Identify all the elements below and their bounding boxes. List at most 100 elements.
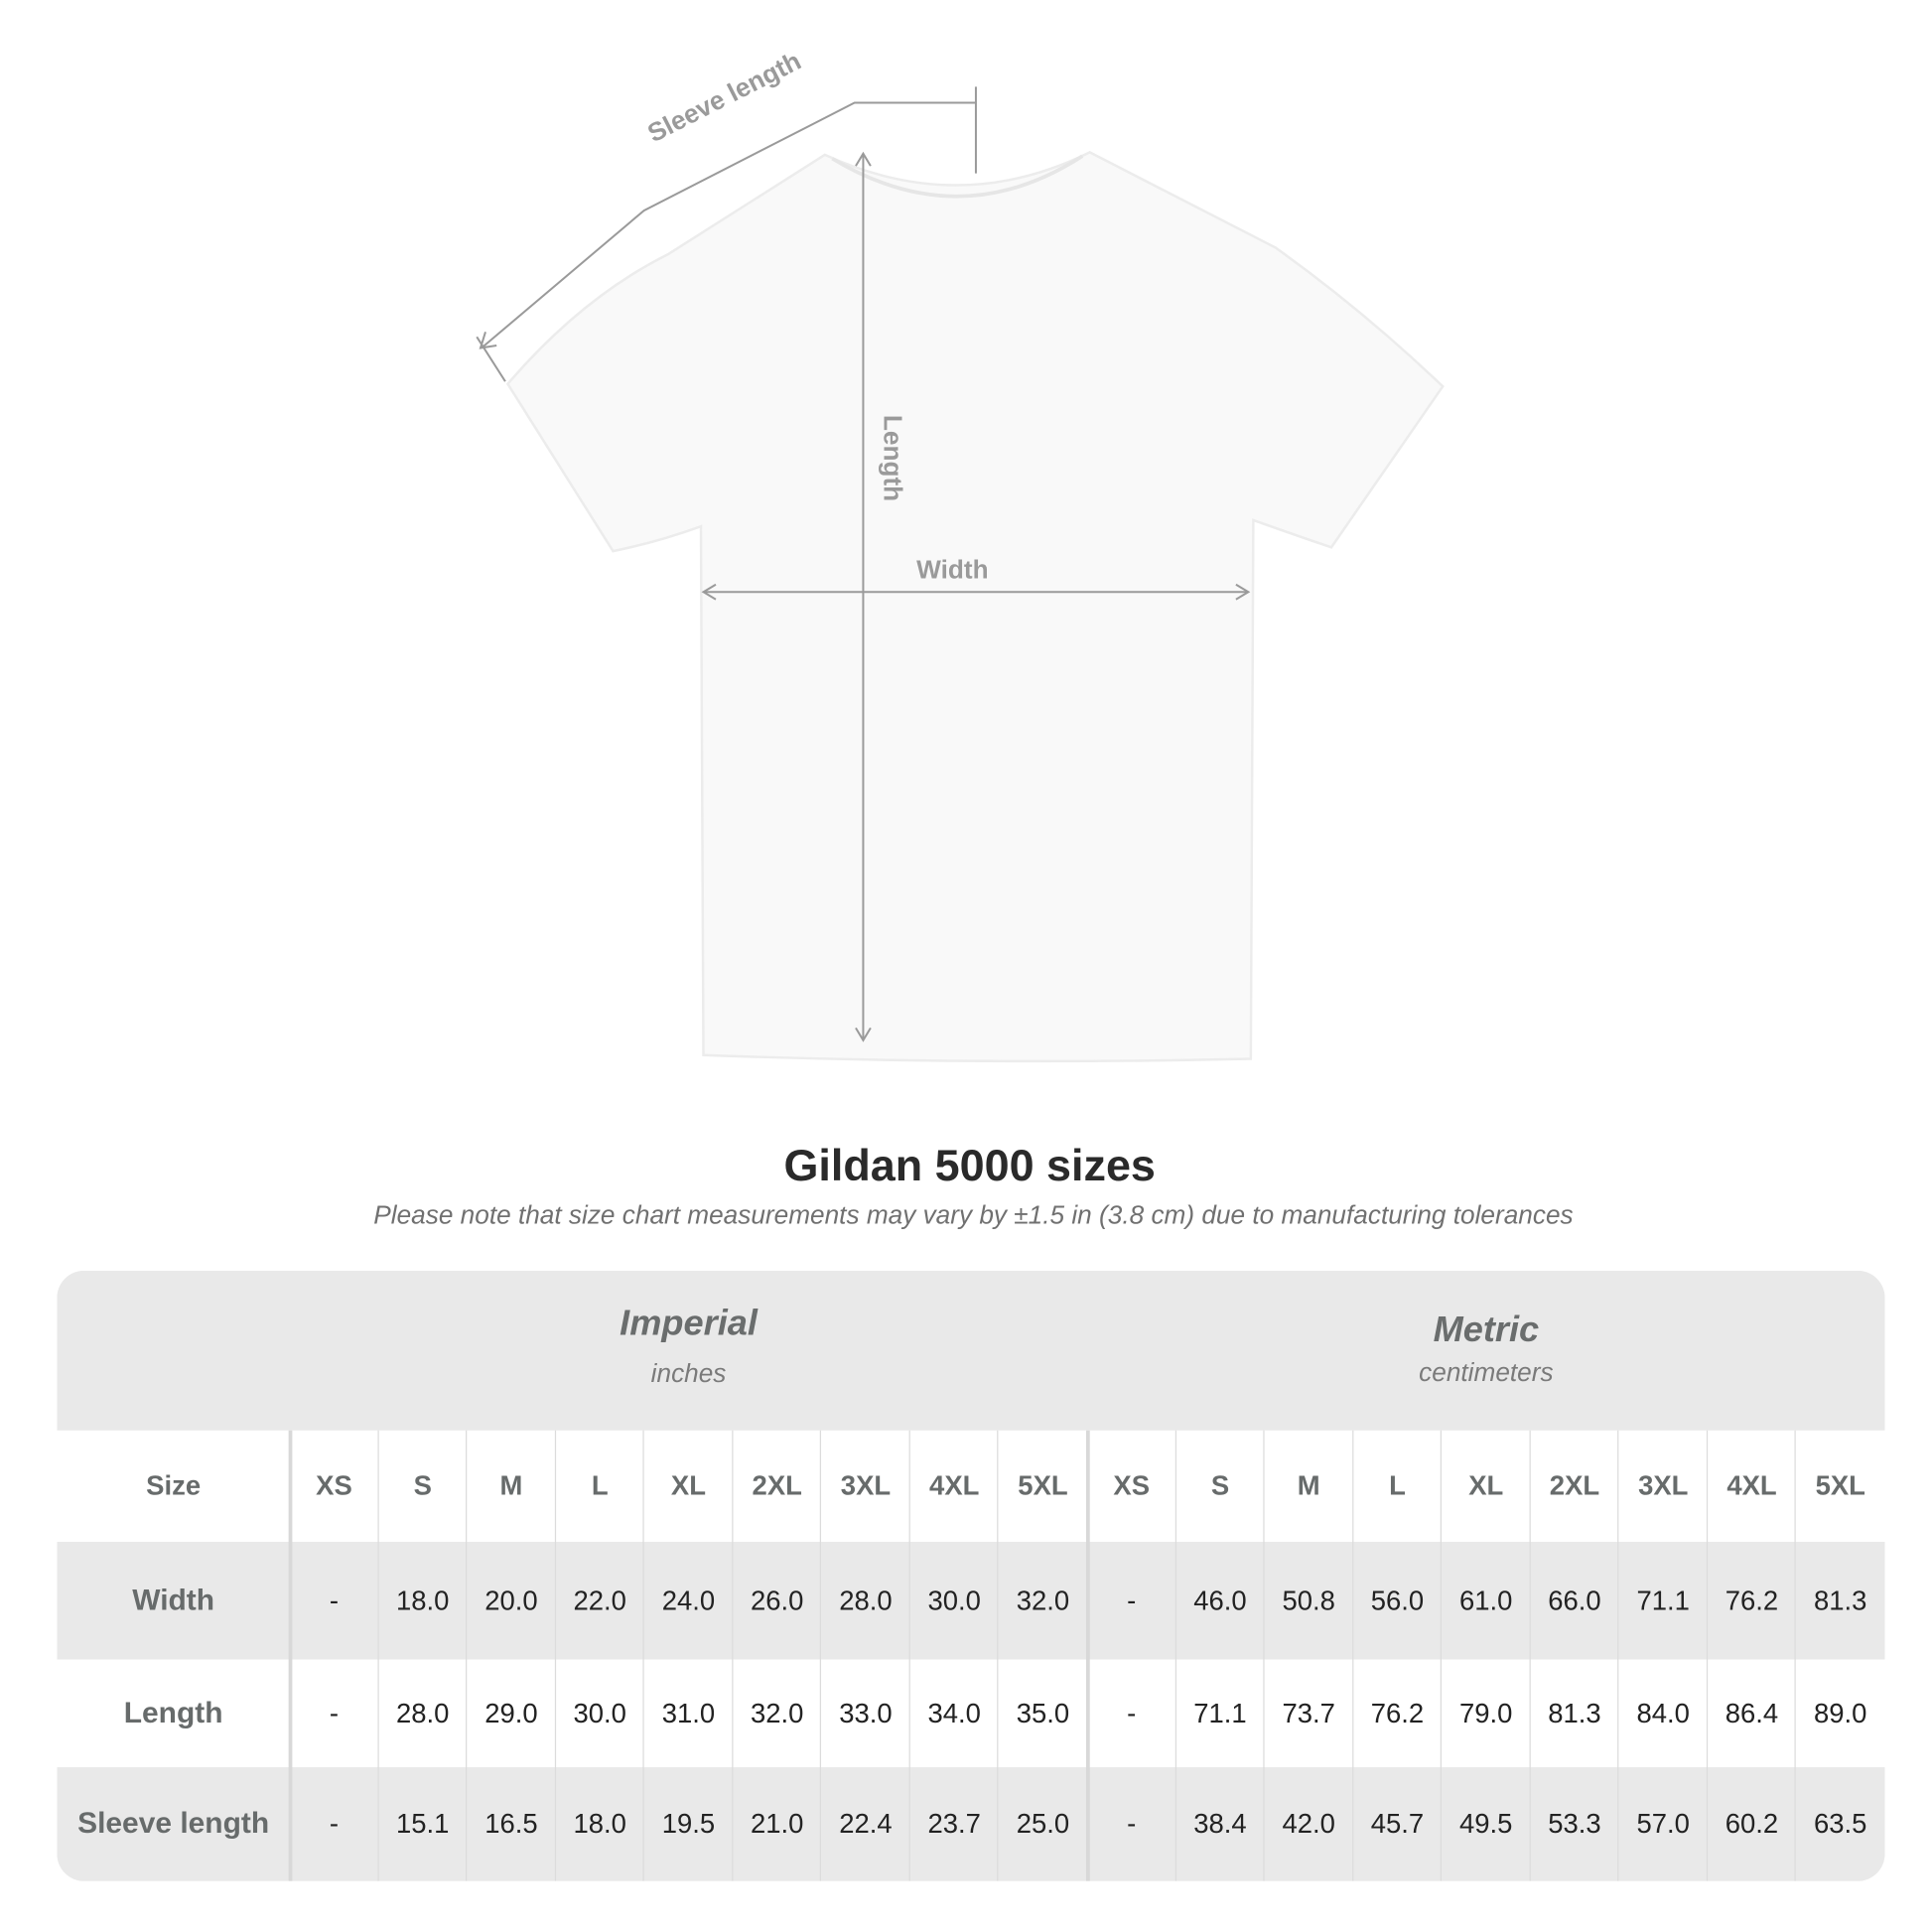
column-divider [1794,1430,1797,1881]
imperial-group-header: Imperial inches [290,1271,1087,1464]
imperial-value-cell: 23.7 [927,1808,981,1840]
imperial-size-header: XS [316,1469,352,1501]
metric-title: Metric [1433,1310,1540,1350]
imperial-value-cell: 34.0 [927,1697,981,1728]
metric-size-header: 3XL [1638,1469,1689,1501]
metric-value-cell: 81.3 [1814,1585,1867,1616]
size-table: Imperial inches Metric centimeters Size X… [57,1270,1885,1881]
imperial-unit: inches [650,1359,727,1389]
metric-value-cell: 63.5 [1814,1808,1867,1840]
imperial-value-cell: 18.0 [396,1585,450,1616]
column-divider [288,1430,293,1881]
imperial-size-header: 4XL [929,1469,980,1501]
imperial-value-cell: 26.0 [751,1585,804,1616]
metric-value-cell: 89.0 [1814,1697,1867,1728]
column-divider [731,1430,734,1881]
imperial-size-header: 2XL [752,1469,802,1501]
imperial-value-cell: 15.1 [396,1808,450,1840]
metric-value-cell: - [1127,1697,1137,1728]
column-divider [997,1430,999,1881]
metric-value-cell: 46.0 [1193,1585,1247,1616]
imperial-value-cell: 28.0 [839,1585,893,1616]
row-label: Sleeve length [77,1806,270,1841]
column-divider [820,1430,822,1881]
imperial-value-cell: 22.4 [839,1808,893,1840]
metric-size-header: 5XL [1815,1469,1865,1501]
imperial-size-header: M [499,1469,523,1501]
imperial-size-header: L [591,1469,609,1501]
metric-size-header: L [1389,1469,1406,1501]
column-divider [376,1430,379,1881]
column-divider [1706,1430,1708,1881]
group-header-band [57,1270,1885,1431]
metric-value-cell: 61.0 [1459,1585,1513,1616]
page-title: Gildan 5000 sizes [783,1139,1156,1190]
imperial-value-cell: - [329,1697,340,1728]
imperial-value-cell: 24.0 [661,1585,716,1616]
column-divider [1617,1430,1619,1881]
imperial-value-cell: 30.0 [927,1585,981,1616]
row-label: Length [123,1696,223,1729]
row-band-width [57,1542,1885,1660]
metric-value-cell: 38.4 [1193,1808,1247,1840]
metric-unit: centimeters [1419,1358,1554,1388]
imperial-title: Imperial [620,1304,758,1344]
tshirt-shape [505,151,1445,1063]
imperial-value-cell: 32.0 [751,1697,804,1728]
imperial-value-cell: 21.0 [751,1808,804,1840]
imperial-size-header: 5XL [1018,1469,1068,1501]
metric-size-header: XL [1468,1469,1504,1501]
tolerance-note: Please note that size chart measurements… [373,1200,1574,1230]
metric-value-cell: 57.0 [1636,1808,1690,1840]
metric-value-cell: 66.0 [1548,1585,1601,1616]
length-label: Length [878,414,907,502]
column-divider [466,1430,468,1881]
imperial-value-cell: 25.0 [1016,1808,1070,1840]
metric-value-cell: 49.5 [1459,1808,1513,1840]
metric-value-cell: 56.0 [1370,1585,1425,1616]
imperial-value-cell: 28.0 [396,1697,450,1728]
metric-group-header: Metric centimeters [1087,1271,1884,1470]
metric-value-cell: 81.3 [1548,1697,1601,1728]
imperial-size-header: S [413,1469,432,1501]
column-divider [1263,1430,1265,1881]
metric-value-cell: 71.1 [1193,1697,1247,1728]
column-divider [1529,1430,1531,1881]
width-label: Width [916,556,989,585]
column-divider [1351,1430,1353,1881]
imperial-value-cell: 18.0 [573,1808,626,1840]
metric-value-cell: 50.8 [1282,1585,1335,1616]
imperial-size-header: XL [670,1469,707,1501]
imperial-value-cell: 31.0 [661,1697,716,1728]
row-band-sleeve [57,1767,1885,1881]
metric-value-cell: 60.2 [1725,1808,1779,1840]
imperial-value-cell: 29.0 [484,1697,538,1728]
metric-value-cell: 53.3 [1548,1808,1601,1840]
metric-size-header: 2XL [1549,1469,1600,1501]
imperial-value-cell: - [329,1585,340,1616]
metric-size-header: 4XL [1726,1469,1777,1501]
metric-value-cell: 71.1 [1636,1585,1690,1616]
imperial-value-cell: 19.5 [661,1808,716,1840]
column-divider [1440,1430,1443,1881]
imperial-value-cell: 33.0 [839,1697,893,1728]
metric-value-cell: 42.0 [1282,1808,1335,1840]
imperial-value-cell: 30.0 [573,1697,626,1728]
column-divider [1085,1430,1090,1881]
tshirt-diagram [476,86,1445,1063]
row-label: Width [132,1583,215,1617]
column-divider [642,1430,644,1881]
metric-size-header: S [1210,1469,1230,1501]
imperial-value-cell: 32.0 [1016,1585,1070,1616]
imperial-value-cell: 20.0 [484,1585,538,1616]
column-divider [1174,1430,1176,1881]
sleeve-measure-line [482,101,976,348]
metric-value-cell: 73.7 [1282,1697,1335,1728]
size-column-header: Size [146,1469,202,1501]
metric-value-cell: - [1127,1808,1137,1840]
imperial-size-header: 3XL [840,1469,892,1501]
metric-value-cell: 45.7 [1370,1808,1425,1840]
imperial-value-cell: 16.5 [484,1808,538,1840]
metric-value-cell: 76.2 [1725,1585,1779,1616]
imperial-value-cell: - [329,1808,340,1840]
